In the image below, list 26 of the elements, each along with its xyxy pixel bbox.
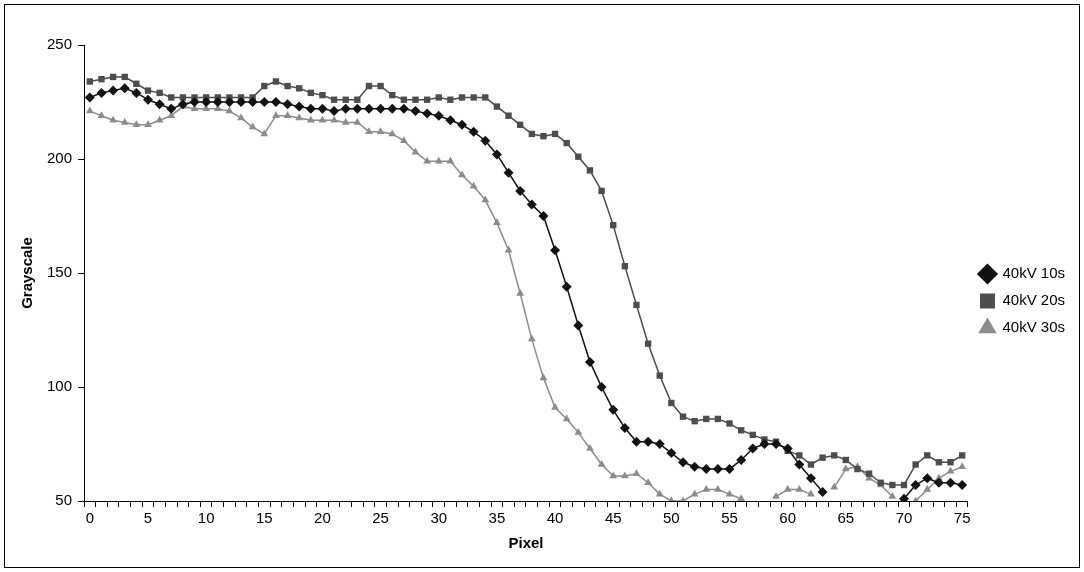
x-tick-label: 65	[837, 509, 855, 527]
x-tick-label: 20	[314, 509, 331, 527]
x-tick-label: 40	[546, 509, 564, 527]
x-tick-label: 70	[895, 509, 913, 527]
x-tick-label: 35	[488, 509, 506, 527]
legend-label: 40kV 20s	[1002, 291, 1066, 309]
y-tick-label: 150	[47, 263, 73, 281]
x-tick-label: 55	[721, 509, 738, 527]
x-tick-label: 60	[779, 509, 797, 527]
x-tick-label: 0	[85, 509, 95, 527]
y-tick-label: 100	[47, 377, 73, 395]
x-tick-label: 25	[372, 509, 389, 527]
x-tick-label: 10	[197, 509, 215, 527]
x-tick-label: 15	[255, 509, 273, 527]
y-tick-label: 250	[47, 35, 73, 53]
x-tick-label: 45	[604, 509, 622, 527]
x-tick-label: 30	[430, 509, 448, 527]
x-axis-title: Pixel	[508, 534, 544, 552]
legend-label: 40kV 30s	[1002, 318, 1066, 336]
y-tick-label: 200	[47, 149, 73, 167]
x-tick-label: 5	[143, 509, 153, 527]
y-axis-title: Grayscale	[18, 237, 36, 309]
x-tick-label: 50	[663, 509, 680, 527]
x-tick-label: 75	[953, 509, 971, 527]
y-tick-label: 50	[55, 491, 73, 509]
legend-label: 40kV 10s	[1002, 264, 1066, 282]
